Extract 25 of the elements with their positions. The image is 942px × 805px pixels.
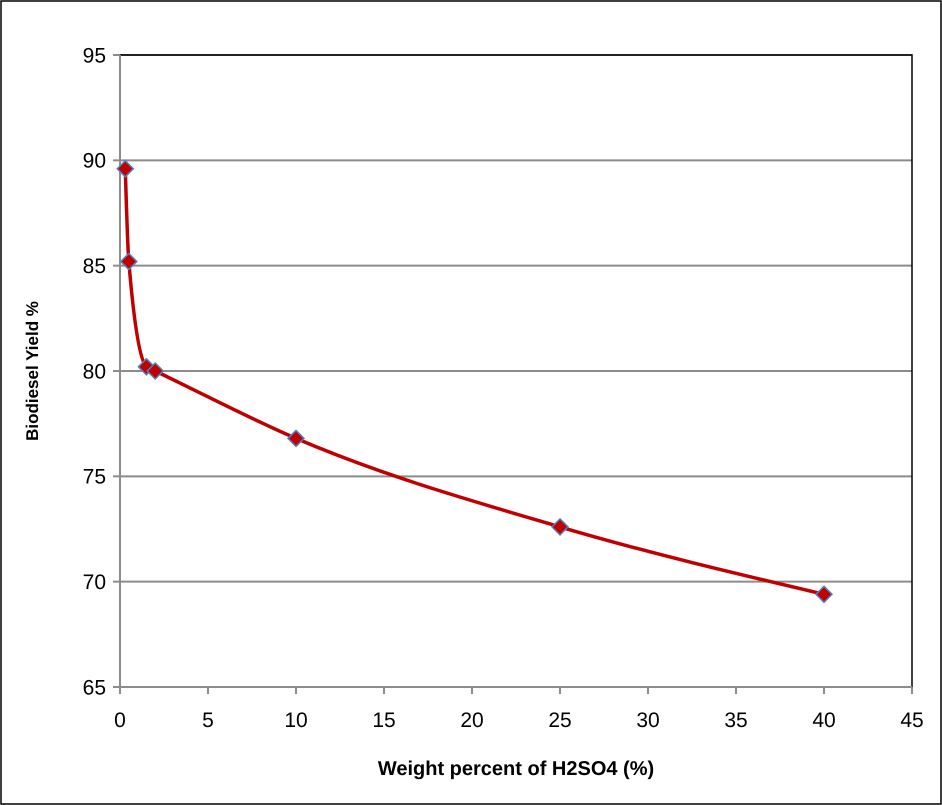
point bbox=[116, 160, 134, 178]
y-tick-label: 65 bbox=[82, 676, 106, 700]
point bbox=[120, 252, 138, 270]
y-tick-label: 90 bbox=[82, 150, 106, 173]
x-tick-label: 30 bbox=[636, 709, 660, 732]
x-tick-label: 15 bbox=[372, 709, 396, 732]
x-tick-label: 40 bbox=[812, 709, 836, 732]
y-tick-label: 80 bbox=[82, 360, 106, 384]
point bbox=[146, 362, 164, 380]
y-tick-label: 70 bbox=[82, 571, 106, 594]
x-tick-label: 10 bbox=[284, 709, 308, 732]
x-tick-label: 35 bbox=[724, 709, 748, 732]
y-tick-label: 75 bbox=[82, 466, 106, 489]
point bbox=[551, 518, 569, 536]
x-tick-label: 20 bbox=[460, 709, 484, 732]
x-tick-label: 45 bbox=[900, 709, 924, 732]
point bbox=[815, 586, 833, 604]
x-tick-label: 0 bbox=[114, 709, 126, 732]
y-axis-title: Biodiesel Yield % bbox=[23, 301, 42, 441]
point bbox=[287, 430, 305, 448]
y-tick-label: 95 bbox=[82, 44, 106, 68]
y-tick-label: 85 bbox=[82, 255, 106, 278]
x-tick-label: 5 bbox=[202, 709, 214, 732]
x-tick-label: 25 bbox=[548, 709, 572, 732]
x-axis-title: Weight percent of H2SO4 (%) bbox=[378, 758, 654, 780]
